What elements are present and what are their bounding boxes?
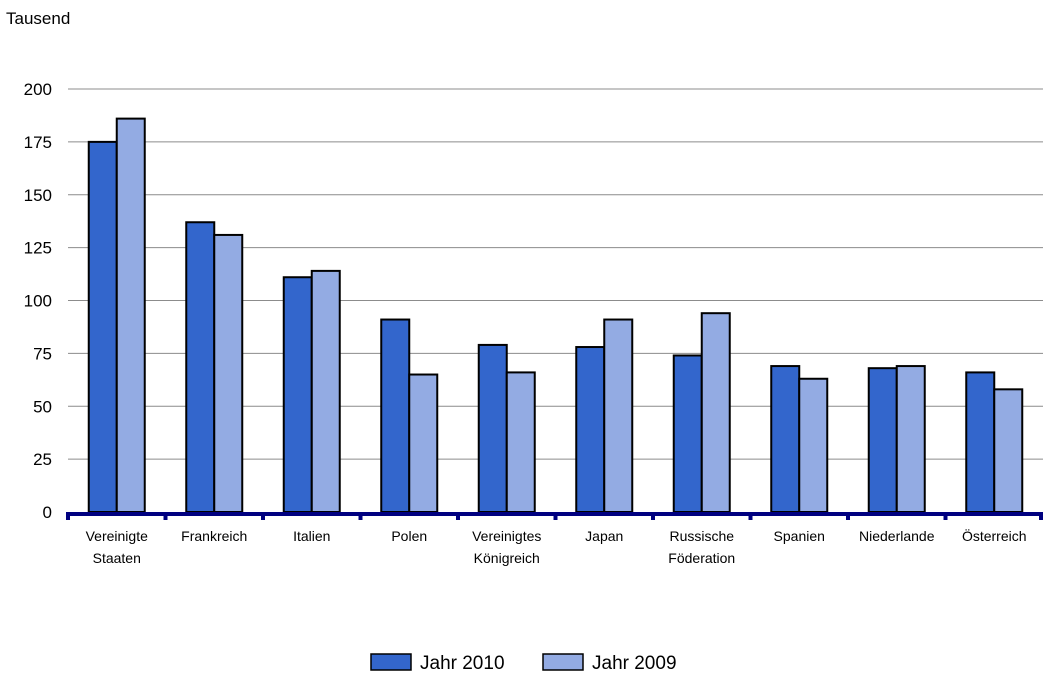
y-tick-label: 175 xyxy=(24,133,52,152)
y-tick-label: 200 xyxy=(24,80,52,99)
y-axis-unit-label: Tausend xyxy=(6,9,70,28)
x-tick-label: Polen xyxy=(391,528,427,544)
bar-jahr-2010 xyxy=(965,371,996,513)
bar-jahr-2010 xyxy=(867,367,898,513)
y-axis-tick-labels: 0 25 50 75 100 125 150 175 200 xyxy=(24,80,52,522)
bar-jahr-2009 xyxy=(310,269,341,514)
x-axis xyxy=(66,512,1043,520)
x-tick-label: Vereinigte xyxy=(86,528,148,544)
bar-jahr-2010 xyxy=(87,140,118,513)
x-tick-label: Russische xyxy=(669,528,734,544)
bar-jahr-2009 xyxy=(213,233,244,513)
x-tick-label: Italien xyxy=(293,528,330,544)
x-tick-label: Vereinigtes xyxy=(472,528,541,544)
bar-jahr-2009 xyxy=(798,377,829,513)
bar-jahr-2009 xyxy=(115,117,146,514)
bar-jahr-2009 xyxy=(700,312,731,513)
bar-jahr-2010 xyxy=(380,318,411,513)
bar-jahr-2009 xyxy=(603,318,634,513)
bars xyxy=(87,117,1024,514)
x-tick-label: Spanien xyxy=(774,528,825,544)
bar-jahr-2010 xyxy=(770,365,801,513)
x-tick-label: Österreich xyxy=(962,527,1027,544)
bar-jahr-2009 xyxy=(993,388,1024,513)
x-tick-label: Königreich xyxy=(474,550,540,566)
bar-jahr-2009 xyxy=(408,373,439,513)
bar-jahr-2010 xyxy=(477,343,508,514)
y-tick-label: 150 xyxy=(24,186,52,205)
y-tick-label: 125 xyxy=(24,239,52,258)
x-tick-label: Frankreich xyxy=(181,528,247,544)
x-tick-label: Niederlande xyxy=(859,528,935,544)
x-tick-label: Staaten xyxy=(93,550,141,566)
bar-jahr-2010 xyxy=(672,354,703,513)
y-tick-label: 0 xyxy=(43,503,52,522)
legend-swatch xyxy=(542,653,584,671)
x-axis-tick-labels: Vereinigte Staaten Frankreich Italien Polen V… xyxy=(86,527,1027,566)
y-tick-label: 75 xyxy=(33,344,52,363)
x-tick-label: Föderation xyxy=(668,550,735,566)
y-tick-label: 25 xyxy=(33,450,52,469)
y-tick-label: 50 xyxy=(33,397,52,416)
legend-label: Jahr 2009 xyxy=(592,653,677,674)
bar-jahr-2010 xyxy=(185,221,216,513)
x-tick-label: Japan xyxy=(585,528,623,544)
bar-jahr-2010 xyxy=(575,346,606,513)
bar-jahr-2010 xyxy=(282,276,313,513)
legend-label: Jahr 2010 xyxy=(420,653,505,674)
legend-swatch xyxy=(370,653,412,671)
bar-jahr-2009 xyxy=(505,371,536,513)
y-tick-label: 100 xyxy=(24,292,52,311)
bar-jahr-2009 xyxy=(895,365,926,513)
legend: Jahr 2010 Jahr 2009 xyxy=(370,653,677,674)
